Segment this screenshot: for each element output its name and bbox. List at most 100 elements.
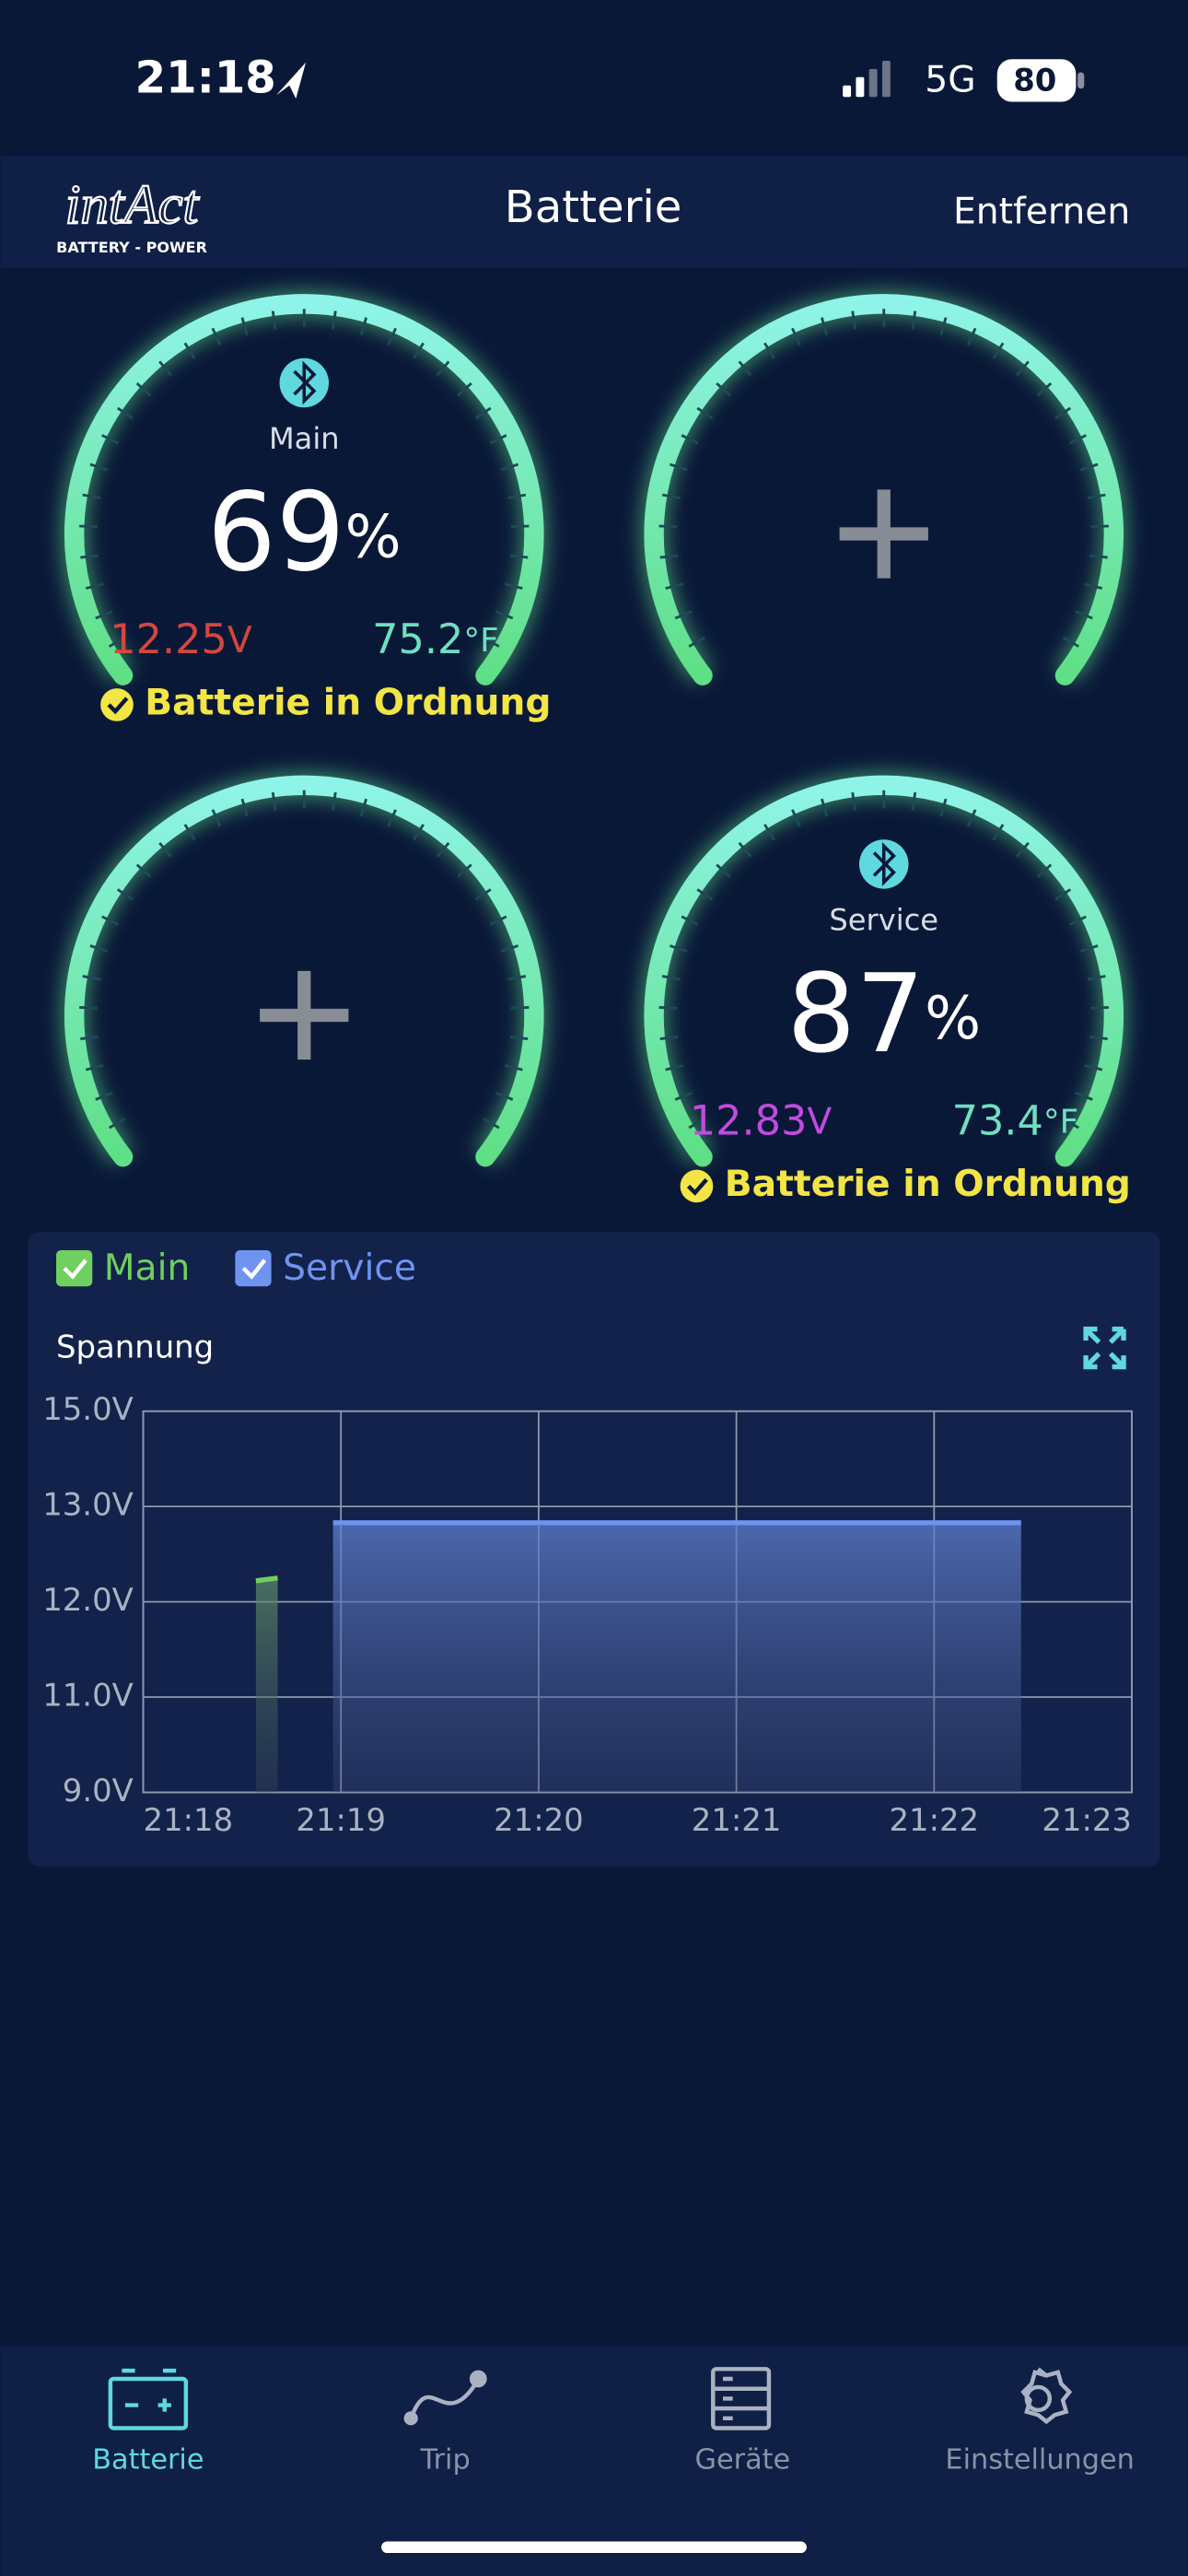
gauge-tick bbox=[116, 406, 134, 420]
gauge-tick bbox=[240, 798, 249, 817]
status-icon bbox=[680, 1169, 714, 1203]
home-indicator bbox=[381, 2541, 807, 2554]
gauge-temperature: 75.2°F bbox=[372, 615, 499, 663]
gauge-tick bbox=[665, 582, 684, 591]
gauge-tick bbox=[101, 434, 119, 445]
gauge-tick bbox=[716, 863, 731, 878]
gauge-tick bbox=[992, 824, 1005, 841]
gauge-tick bbox=[696, 888, 714, 901]
voltage-unit: V bbox=[807, 1101, 832, 1142]
gauge-tick bbox=[669, 463, 688, 472]
gauge-tick bbox=[240, 317, 249, 335]
x-tick-label: 21:21 bbox=[692, 1802, 782, 1838]
gauge-tick bbox=[1075, 1091, 1093, 1101]
gauge-tick bbox=[95, 610, 113, 620]
gauge-tick bbox=[500, 944, 519, 953]
tab-label[interactable]: Batterie bbox=[92, 2444, 204, 2476]
gauge-tick bbox=[509, 554, 529, 559]
gauge-tick bbox=[821, 317, 829, 335]
tab-label[interactable]: Trip bbox=[420, 2444, 471, 2476]
gauge-arc bbox=[644, 294, 1124, 685]
logo: intAct bbox=[65, 174, 201, 236]
gauge-tick bbox=[1090, 1006, 1109, 1010]
gauge-tick bbox=[271, 791, 277, 811]
gauge-tick bbox=[500, 463, 519, 472]
gauge-tick bbox=[791, 809, 801, 827]
gauge-tick bbox=[738, 841, 752, 858]
status-check bbox=[107, 697, 129, 715]
voltage-unit: V bbox=[227, 620, 252, 662]
y-tick-label: 9.0V bbox=[63, 1773, 134, 1809]
gauge-tick bbox=[108, 1118, 126, 1130]
gauge-tick bbox=[495, 610, 514, 620]
header bbox=[0, 156, 1188, 268]
gauge-tick bbox=[1016, 360, 1030, 377]
chart-title: Spannung bbox=[56, 1329, 214, 1364]
gauge[interactable] bbox=[61, 772, 548, 1167]
gauge-tick bbox=[483, 636, 500, 648]
gauge-tick bbox=[1079, 463, 1099, 472]
remove-button[interactable]: Entfernen bbox=[953, 191, 1130, 232]
gauge-tick bbox=[359, 317, 367, 335]
gauge-tick bbox=[413, 824, 425, 841]
temperature-value: 73.4 bbox=[952, 1097, 1043, 1145]
gauge-tick bbox=[658, 524, 678, 529]
gauge-status: Batterie in Ordnung bbox=[145, 682, 551, 723]
gauge-tick bbox=[359, 798, 367, 817]
legend-checkbox bbox=[235, 1249, 272, 1287]
gauge-tick bbox=[665, 1063, 684, 1071]
gauge-tick bbox=[1087, 975, 1106, 981]
network: 5G bbox=[925, 60, 975, 101]
gauge: Service 87% 12.83V 73.4°F Batterie in Ordnun… bbox=[640, 772, 1131, 1205]
gauge-tick bbox=[688, 1118, 705, 1130]
gauge-tick bbox=[681, 434, 699, 445]
gauge-tick bbox=[1069, 915, 1087, 926]
gauge-tick bbox=[821, 798, 829, 817]
gauge[interactable] bbox=[640, 290, 1127, 685]
expand-icon[interactable] bbox=[1083, 1326, 1126, 1370]
gauge-tick bbox=[1062, 1118, 1080, 1130]
gauge-tick bbox=[271, 310, 277, 330]
x-tick-label: 21:22 bbox=[889, 1802, 979, 1838]
gauge-tick bbox=[95, 1091, 113, 1101]
legend-entry[interactable]: Service bbox=[235, 1247, 416, 1289]
gauge-tick bbox=[1084, 1063, 1103, 1071]
page-title: Batterie bbox=[505, 181, 682, 233]
gauge-tick bbox=[851, 791, 856, 811]
gauge-tick bbox=[504, 582, 523, 591]
plot: 9.0V 11.0V 12.0V 13.0V 15.0V 21:18 21:19 21:20 2… bbox=[42, 1391, 1133, 1838]
gauge-tick bbox=[509, 1036, 529, 1040]
gauge-tick bbox=[1054, 406, 1072, 420]
gauge-tick bbox=[661, 975, 681, 981]
tab-icons bbox=[108, 2367, 1073, 2430]
signal-icon bbox=[843, 60, 891, 98]
gauge-tick bbox=[738, 360, 752, 377]
legend-label: Service bbox=[283, 1247, 416, 1289]
tab-label[interactable]: Geräte bbox=[695, 2444, 791, 2476]
gauge-tick bbox=[1089, 554, 1108, 559]
gauge-tick bbox=[158, 841, 172, 858]
gauge-tick bbox=[80, 554, 99, 559]
gauge-tick bbox=[1054, 888, 1072, 901]
gauge-tick bbox=[135, 382, 152, 397]
gauge-status: Batterie in Ordnung bbox=[725, 1164, 1131, 1205]
gauge-tick bbox=[85, 582, 104, 591]
gauge-tick bbox=[911, 310, 917, 330]
gauge-tick bbox=[966, 327, 977, 345]
status-check bbox=[686, 1177, 708, 1196]
gauge-tick bbox=[696, 406, 714, 420]
tab-label[interactable]: Einstellungen bbox=[945, 2444, 1134, 2476]
gauge: Main 69% 12.25V 75.2°F Batterie in Ordnung bbox=[61, 290, 551, 723]
gauge-tick bbox=[1016, 841, 1030, 858]
gauge-tick bbox=[79, 1006, 98, 1010]
gauge-tick bbox=[211, 809, 222, 827]
gauge-temperature: 73.4°F bbox=[952, 1097, 1079, 1145]
series-area bbox=[255, 1577, 278, 1793]
gauge-tick bbox=[158, 360, 172, 377]
add-icon bbox=[839, 489, 928, 579]
temperature-unit: °F bbox=[463, 622, 498, 660]
x-tick-label: 21:18 bbox=[144, 1802, 234, 1838]
legend-entry[interactable]: Main bbox=[56, 1247, 190, 1289]
